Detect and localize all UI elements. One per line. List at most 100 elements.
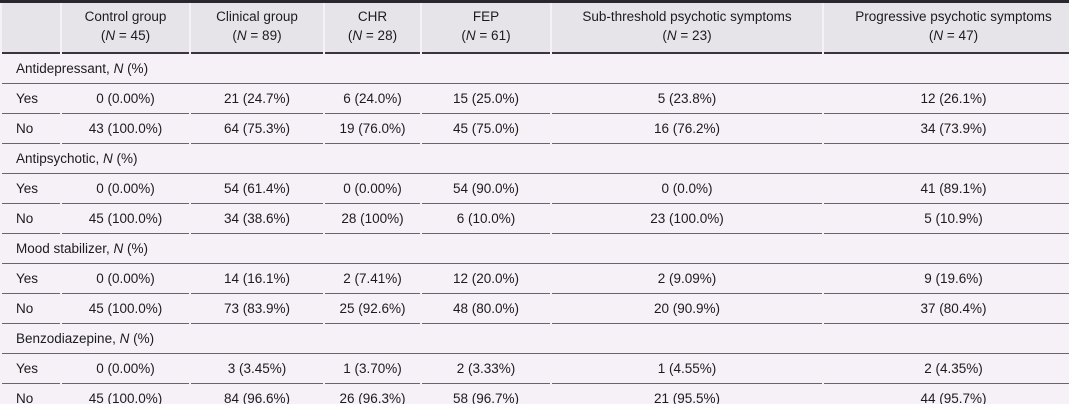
column-header-n-count: = 45) — [115, 27, 151, 43]
row-label-cell: No — [2, 113, 60, 144]
row-label-cell: Yes — [2, 173, 60, 204]
section-header-row: Antipsychotic, N (%) — [2, 143, 1069, 174]
section-header-cell: Antipsychotic, N (%) — [2, 143, 1069, 174]
value-cell: 44 (95.7%) — [824, 383, 1069, 404]
value-cell: 54 (90.0%) — [422, 173, 550, 204]
value-cell: 19 (76.0%) — [325, 113, 420, 144]
column-header-n-count: = 23) — [676, 27, 712, 43]
value-cell: 45 (100.0%) — [62, 203, 189, 234]
section-label-n-symbol: N — [103, 150, 113, 166]
table-row: Yes 0 (0.00%) 3 (3.45%) 1 (3.70%) 2 (3.33%) 1… — [2, 353, 1069, 384]
column-header-name: CHR — [357, 9, 388, 24]
column-header-n-open: ( — [461, 27, 466, 43]
column-header: Sub-threshold psychotic symptoms (N = 23) — [552, 3, 822, 54]
table-row: No 45 (100.0%) 73 (83.9%) 25 (92.6%) 48 (80.… — [2, 293, 1069, 324]
header-row: Control group (N = 45) Clinical group (N = … — [2, 3, 1069, 54]
value-cell: 6 (10.0%) — [422, 203, 550, 234]
value-cell: 21 (24.7%) — [191, 83, 323, 114]
table-row: No 45 (100.0%) 84 (96.6%) 26 (96.3%) 58 (96.… — [2, 383, 1069, 404]
section-header-row: Mood stabilizer, N (%) — [2, 233, 1069, 264]
table-row: No 43 (100.0%) 64 (75.3%) 19 (76.0%) 45 (75.… — [2, 113, 1069, 144]
value-cell: 43 (100.0%) — [62, 113, 189, 144]
table-row: No 45 (100.0%) 34 (38.6%) 28 (100%) 6 (10.0%… — [2, 203, 1069, 234]
value-cell: 37 (80.4%) — [824, 293, 1069, 324]
table-body: Antidepressant, N (%) Yes 0 (0.00%) 21 (24.… — [2, 53, 1069, 404]
section-label-prefix: Antipsychotic, — [16, 150, 104, 166]
value-cell: 0 (0.0%) — [552, 173, 822, 204]
value-cell: 54 (61.4%) — [191, 173, 323, 204]
value-cell: 2 (9.09%) — [552, 263, 822, 294]
column-header-n-open: ( — [232, 27, 237, 43]
table-header: Control group (N = 45) Clinical group (N = … — [2, 3, 1069, 54]
value-cell: 20 (90.9%) — [552, 293, 822, 324]
column-header-name: FEP — [472, 9, 500, 24]
row-label-cell: No — [2, 293, 60, 324]
row-label-cell: No — [2, 203, 60, 234]
value-cell: 45 (75.0%) — [422, 113, 550, 144]
column-header-n-open: ( — [100, 27, 106, 43]
value-cell: 0 (0.00%) — [62, 353, 189, 384]
value-cell: 3 (3.45%) — [191, 353, 323, 384]
value-cell: 0 (0.00%) — [62, 83, 189, 114]
value-cell: 58 (96.7%) — [422, 383, 550, 404]
value-cell: 84 (96.6%) — [191, 383, 323, 404]
row-label-cell: Yes — [2, 83, 60, 114]
section-label-n-symbol: N — [119, 330, 130, 346]
table-row: Yes 0 (0.00%) 54 (61.4%) 0 (0.00%) 54 (90.0%… — [2, 173, 1069, 204]
value-cell: 2 (4.35%) — [824, 353, 1069, 384]
value-cell: 25 (92.6%) — [325, 293, 420, 324]
column-header-n-open: ( — [347, 27, 353, 43]
column-header-n-symbol: N — [105, 27, 116, 43]
column-header: CHR (N = 28) — [325, 3, 420, 54]
value-cell: 12 (20.0%) — [422, 263, 550, 294]
value-cell: 14 (16.1%) — [191, 263, 323, 294]
column-header-name: Progressive psychotic symptoms — [855, 9, 1052, 24]
value-cell: 16 (76.2%) — [552, 113, 822, 144]
table-row: Yes 0 (0.00%) 21 (24.7%) 6 (24.0%) 15 (25.0%… — [2, 83, 1069, 114]
section-header-cell: Mood stabilizer, N (%) — [2, 233, 1069, 264]
value-cell: 48 (80.0%) — [422, 293, 550, 324]
section-label-prefix: Mood stabilizer, — [16, 240, 114, 256]
section-label-suffix: (%) — [129, 330, 155, 346]
value-cell: 34 (38.6%) — [191, 203, 323, 234]
column-header-n-symbol: N — [933, 27, 944, 43]
value-cell: 45 (100.0%) — [62, 293, 189, 324]
column-header-n-open: ( — [928, 27, 934, 43]
column-header-n-open: ( — [662, 27, 667, 43]
value-cell: 34 (73.9%) — [824, 113, 1069, 144]
section-label-prefix: Antidepressant, — [16, 60, 114, 76]
value-cell: 28 (100%) — [325, 203, 420, 234]
column-header-n-symbol: N — [352, 27, 363, 43]
value-cell: 41 (89.1%) — [824, 173, 1069, 204]
section-header-cell: Benzodiazepine, N (%) — [2, 323, 1069, 354]
column-header: Progressive psychotic symptoms (N = 47) — [824, 3, 1069, 54]
column-header: Control group (N = 45) — [62, 3, 189, 54]
section-header-row: Benzodiazepine, N (%) — [2, 323, 1069, 354]
column-header: Clinical group (N = 89) — [191, 3, 323, 54]
value-cell: 1 (4.55%) — [552, 353, 822, 384]
column-header-n-symbol: N — [465, 27, 476, 43]
value-cell: 5 (23.8%) — [552, 83, 822, 114]
value-cell: 0 (0.00%) — [62, 173, 189, 204]
column-header-n-count: = 89) — [246, 27, 282, 43]
corner-cell — [2, 3, 60, 54]
column-header-name: Sub-threshold psychotic symptoms — [582, 9, 792, 24]
value-cell: 9 (19.6%) — [824, 263, 1069, 294]
section-label-suffix: (%) — [123, 240, 149, 256]
value-cell: 2 (7.41%) — [325, 263, 420, 294]
row-label-cell: Yes — [2, 263, 60, 294]
value-cell: 73 (83.9%) — [191, 293, 323, 324]
section-label-n-symbol: N — [113, 240, 124, 256]
value-cell: 23 (100.0%) — [552, 203, 822, 234]
value-cell: 0 (0.00%) — [62, 263, 189, 294]
row-label-cell: No — [2, 383, 60, 404]
value-cell: 26 (96.3%) — [325, 383, 420, 404]
value-cell: 21 (95.5%) — [552, 383, 822, 404]
value-cell: 45 (100.0%) — [62, 383, 189, 404]
column-header-name: Clinical group — [216, 9, 298, 24]
section-label-n-symbol: N — [113, 60, 124, 76]
value-cell: 2 (3.33%) — [422, 353, 550, 384]
column-header-n-count: = 61) — [475, 27, 511, 43]
